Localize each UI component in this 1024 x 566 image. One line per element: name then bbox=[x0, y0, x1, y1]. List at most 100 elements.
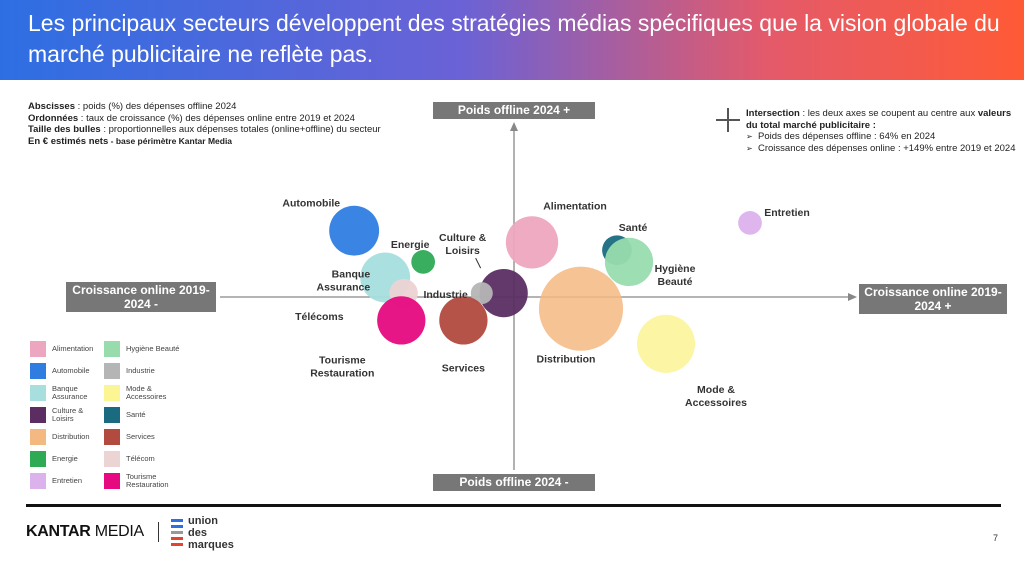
legend-swatch bbox=[104, 407, 120, 423]
bubble-label-automobile: Automobile bbox=[282, 198, 340, 210]
bubble-alimentation bbox=[505, 216, 559, 269]
bubble-entretien bbox=[738, 211, 762, 235]
bubble-label-alimentation: Alimentation bbox=[543, 200, 607, 212]
union-des-marques-text: union des marques bbox=[188, 515, 234, 551]
bullet-online: Croissance des dépenses online : +149% e… bbox=[746, 143, 1016, 155]
legend-label: Alimentation bbox=[52, 343, 94, 353]
slide-title: Les principaux secteurs développent des … bbox=[28, 10, 1000, 67]
bubble-label-entretien: Entretien bbox=[764, 207, 810, 219]
legend-swatch bbox=[30, 385, 46, 401]
legend-swatch bbox=[104, 473, 120, 489]
legend-label: Télécom bbox=[126, 453, 155, 463]
bubble-culture-loisirs bbox=[479, 268, 528, 318]
x-axis-arrow bbox=[848, 293, 857, 301]
culture-pointer-line bbox=[475, 257, 482, 269]
legend-label: Distribution bbox=[52, 431, 90, 441]
bubble-label-services: Services bbox=[442, 362, 485, 374]
legend-item: Culture & Loisirs bbox=[30, 406, 104, 424]
udm-line: des bbox=[188, 527, 207, 539]
bubbles bbox=[329, 205, 762, 373]
legend-item: Entretien bbox=[30, 472, 104, 490]
bubble-label-energie: Energie bbox=[391, 239, 430, 251]
page-number: 7 bbox=[993, 533, 999, 543]
bubble-energie bbox=[411, 250, 436, 274]
intersection-label: Intersection bbox=[746, 108, 800, 119]
euro-label: En € estimés nets bbox=[28, 135, 109, 147]
legend-label: Entretien bbox=[52, 475, 83, 485]
legend-label: Energie bbox=[52, 453, 78, 463]
legend-item: Distribution bbox=[30, 428, 104, 446]
intersection-text: : les deux axes se coupent au centre aux bbox=[799, 108, 978, 119]
axis-label-bottom: Poids offline 2024 - bbox=[433, 474, 595, 491]
legend-swatch bbox=[104, 451, 120, 467]
ordonnees-label: Ordonnées bbox=[28, 112, 79, 124]
legend-swatch bbox=[104, 385, 120, 401]
chart-notes: Abscisses : poids (%) des dépenses offli… bbox=[28, 101, 381, 147]
legend-swatch bbox=[30, 407, 46, 423]
legend-swatch bbox=[30, 451, 46, 467]
legend-label: Mode & Accessoires bbox=[126, 383, 167, 401]
legend: Alimentation Hygiène Beauté Automobile Indu… bbox=[30, 340, 190, 490]
kantar-rest: MEDIA bbox=[90, 523, 144, 540]
footer-divider bbox=[26, 504, 1001, 507]
legend-label: Services bbox=[126, 431, 155, 441]
title-banner: Les principaux secteurs développent des … bbox=[0, 0, 1024, 80]
legend-label: Industrie bbox=[126, 365, 155, 375]
legend-label: Hygiène Beauté bbox=[126, 343, 180, 353]
legend-swatch bbox=[30, 473, 46, 489]
legend-item: Energie bbox=[30, 450, 104, 468]
abscisses-text: : poids (%) des dépenses offline 2024 bbox=[75, 101, 237, 112]
ordonnees-text: : taux de croissance (%) des dépenses on… bbox=[78, 112, 355, 124]
legend-item: Alimentation bbox=[30, 340, 104, 358]
legend-item: Industrie bbox=[104, 362, 190, 380]
legend-swatch bbox=[104, 429, 120, 445]
bubble-tourisme-restauration bbox=[377, 296, 426, 345]
intersection-cross-icon bbox=[716, 108, 740, 132]
axis-label-left: Croissance online 2019-2024 - bbox=[66, 282, 216, 312]
legend-label: Banque Assurance bbox=[52, 383, 88, 401]
legend-item: Hygiène Beauté bbox=[104, 340, 190, 358]
legend-swatch bbox=[30, 429, 46, 445]
bubble-automobile bbox=[329, 205, 380, 256]
taille-text: : proportionnelles aux dépenses totales … bbox=[100, 124, 381, 135]
intersection-bold: valeurs du total marché publicitaire : bbox=[746, 108, 1012, 131]
union-des-marques-logo-icon bbox=[171, 519, 183, 546]
bubble-services bbox=[439, 296, 488, 345]
udm-line: marques bbox=[188, 539, 234, 551]
legend-item: Automobile bbox=[30, 362, 104, 380]
legend-swatch bbox=[104, 363, 120, 379]
legend-swatch bbox=[30, 363, 46, 379]
legend-swatch bbox=[30, 341, 46, 357]
legend-item: Services bbox=[104, 428, 190, 446]
bubble-label-télécoms: Télécoms bbox=[295, 311, 344, 323]
bubble-label-santé: Santé bbox=[619, 222, 648, 234]
bubble-label-distribution: Distribution bbox=[537, 354, 596, 366]
bubble-label-hygiène-beauté: Hygiène Beauté bbox=[655, 263, 696, 288]
bullet-offline: Poids des dépenses offline : 64% en 2024 bbox=[746, 131, 1016, 143]
legend-label: Tourisme Restauration bbox=[126, 471, 169, 489]
bubble-label-tourisme-restauration: Tourisme Restauration bbox=[310, 354, 374, 379]
intersection-notes: Intersection : les deux axes se coupent … bbox=[746, 108, 1016, 154]
legend-label: Santé bbox=[126, 409, 146, 419]
axis-label-top: Poids offline 2024 + bbox=[433, 102, 595, 119]
euro-text: - base périmètre Kantar Media bbox=[108, 135, 233, 146]
bubble-label-culture-loisirs: Culture & Loisirs bbox=[439, 232, 487, 257]
bubble-hygiène-beauté bbox=[604, 237, 654, 287]
bubble-distribution bbox=[538, 266, 624, 351]
legend-item: Tourisme Restauration bbox=[104, 472, 190, 490]
legend-item: Banque Assurance bbox=[30, 384, 104, 402]
bubble-labels: Automobile Energie Banque Assurance Télécoms… bbox=[282, 198, 809, 409]
logo-separator bbox=[158, 522, 159, 542]
bubble-label-industrie: Industrie bbox=[423, 289, 467, 301]
legend-label: Culture & Loisirs bbox=[52, 405, 84, 423]
legend-item: Mode & Accessoires bbox=[104, 384, 190, 402]
taille-label: Taille des bulles bbox=[28, 124, 101, 135]
legend-item: Santé bbox=[104, 406, 190, 424]
y-axis-arrow bbox=[510, 122, 518, 131]
udm-line: union bbox=[188, 515, 218, 527]
bubble-mode-accessoires bbox=[636, 314, 696, 373]
kantar-media-logo: KANTAR MEDIA bbox=[26, 523, 144, 541]
abscisses-label: Abscisses bbox=[28, 101, 76, 112]
axis-label-right: Croissance online 2019-2024 + bbox=[859, 284, 1007, 314]
legend-label: Automobile bbox=[52, 365, 90, 375]
